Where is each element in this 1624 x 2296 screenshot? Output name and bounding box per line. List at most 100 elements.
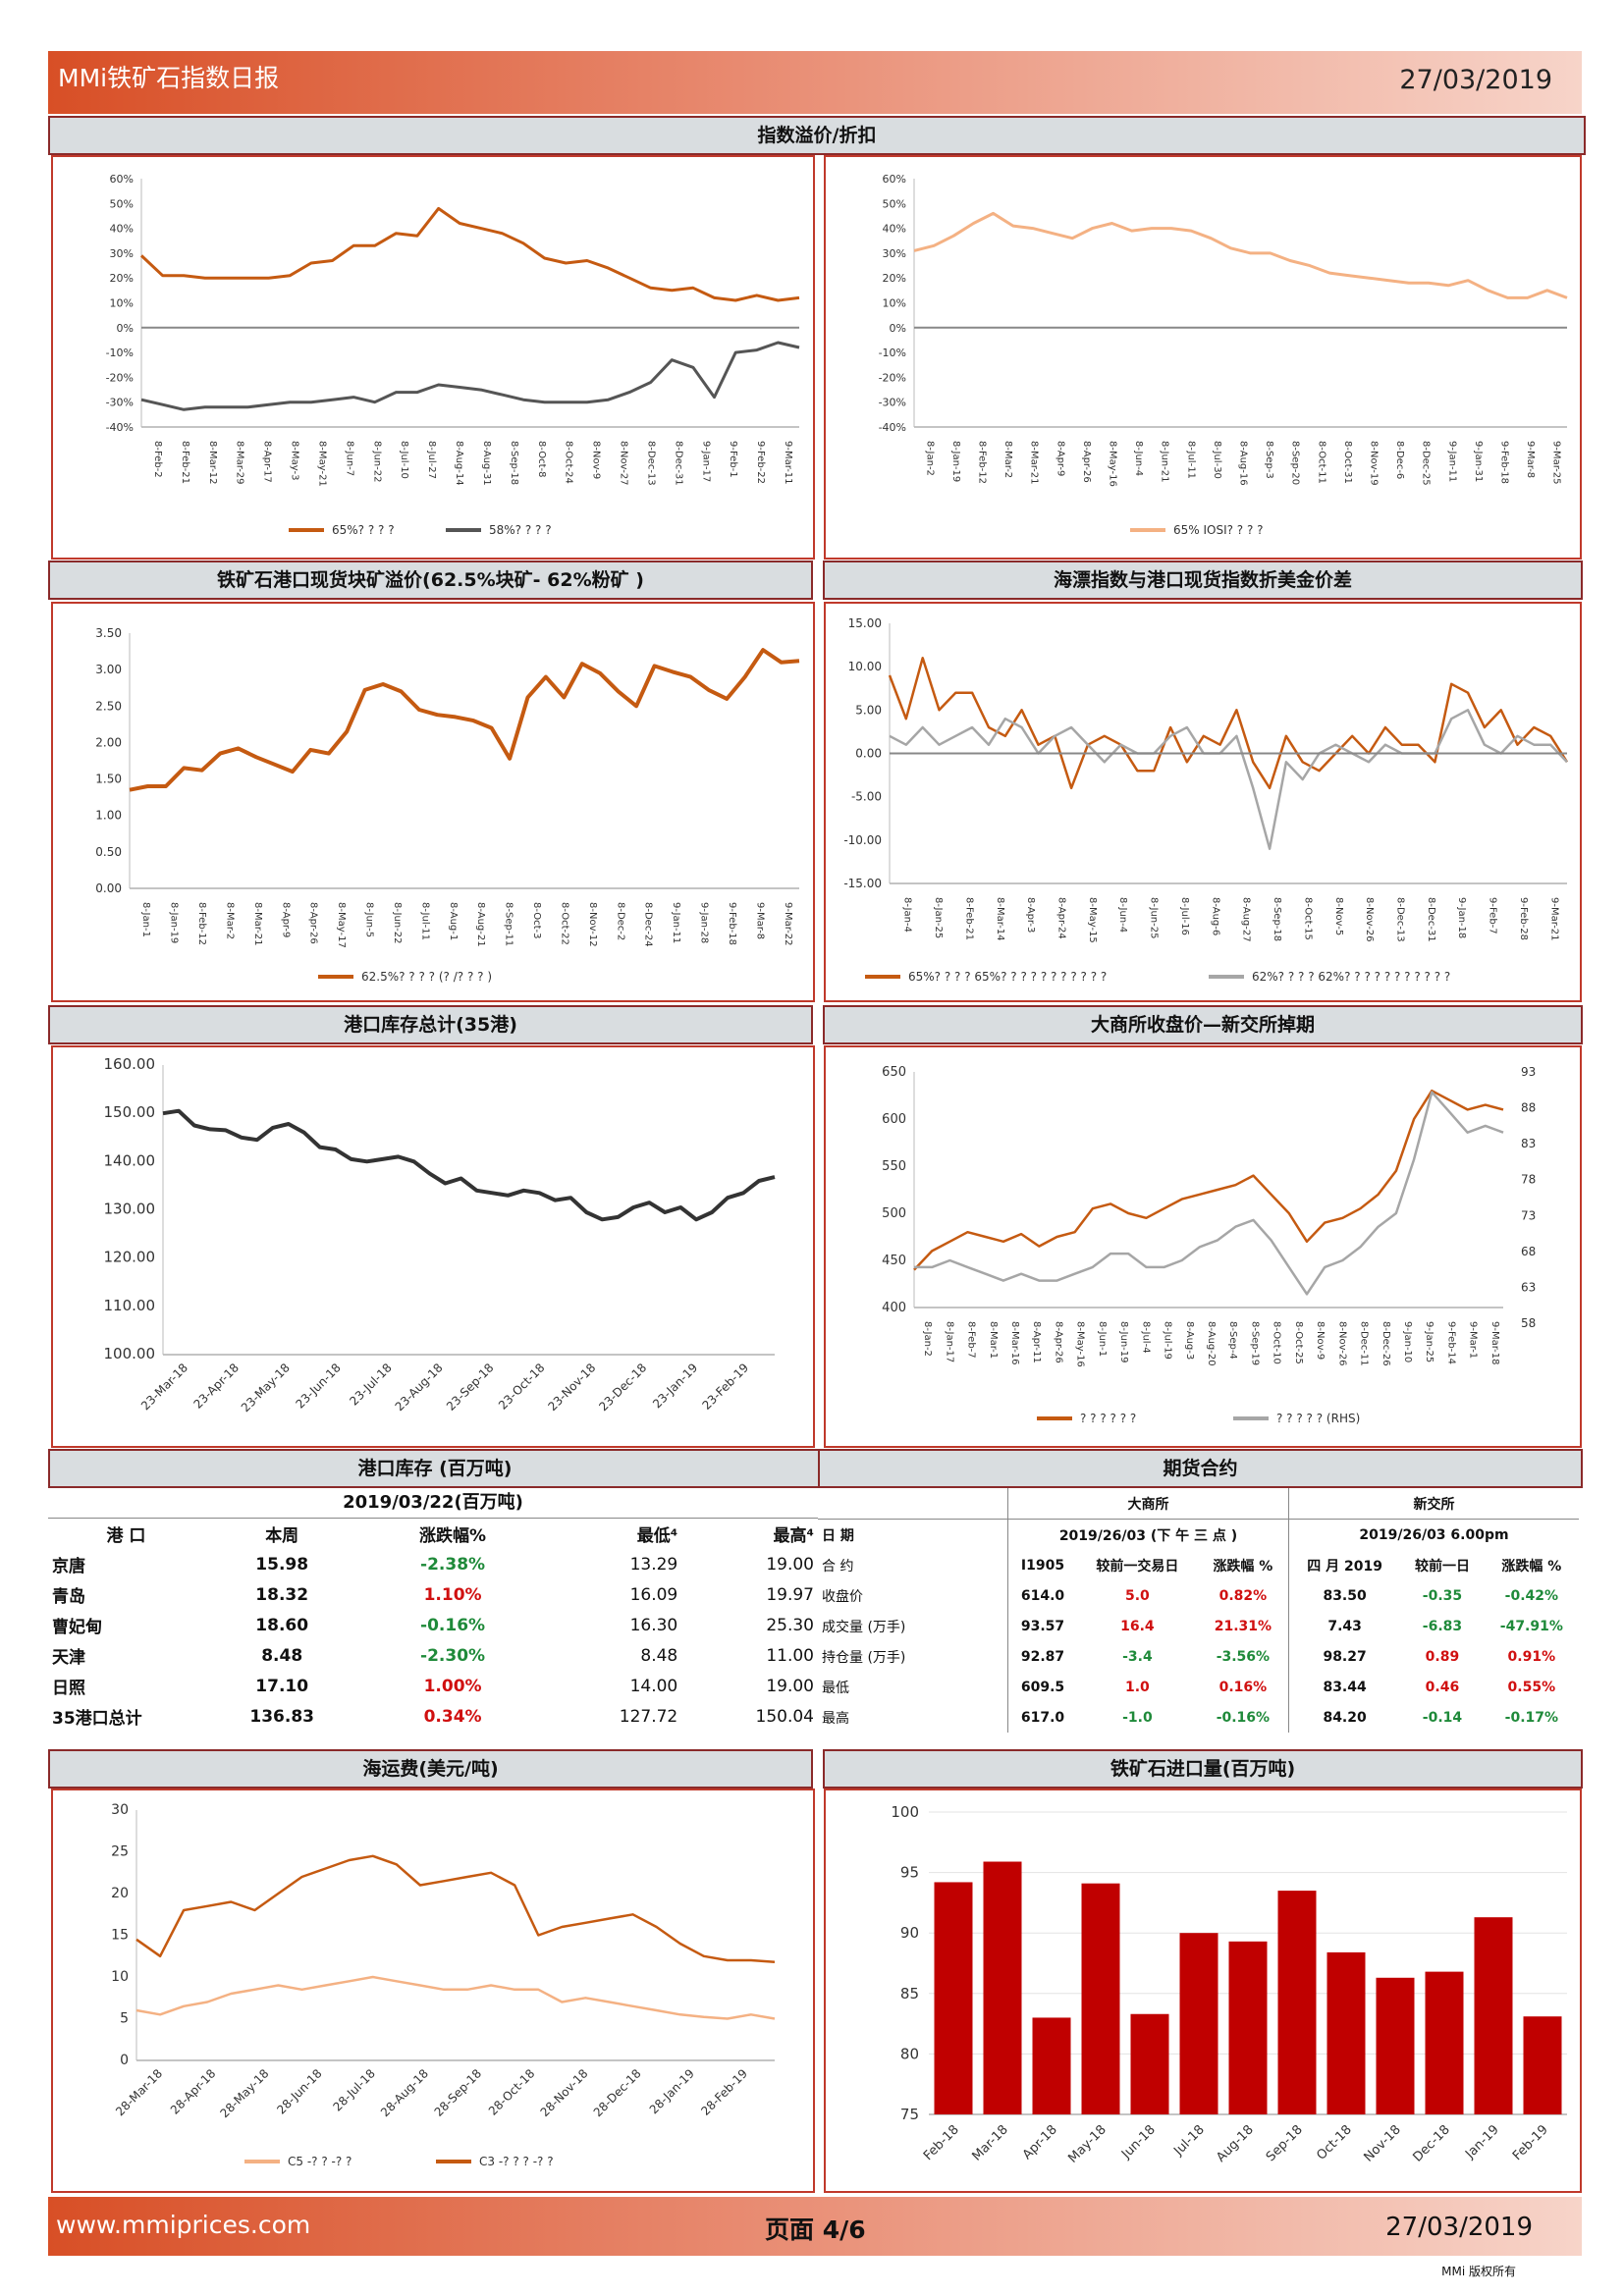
x-tick-label: 28-Apr-18: [168, 2066, 219, 2117]
inventory-cell-chg: 0.34%: [423, 1706, 482, 1727]
dce-chart-panel: 650 600 550 500 450 400 8-Jan-2 8-Jan-17 8-Feb-7…: [824, 1045, 1582, 1448]
inventory-cell-port: 天津: [52, 1648, 85, 1668]
y-tick-label: 0%: [890, 322, 906, 335]
x-tick-label: Sep-18: [1264, 2122, 1306, 2164]
x-tick-label: 8-Jan-2: [924, 441, 935, 476]
bar: [983, 1861, 1022, 2114]
y-tick-label: -10.00: [843, 833, 882, 847]
series-line: [162, 1108, 776, 1222]
inventory-header-row: 港 口 本周 涨跌幅% 最低⁴ 最高⁴: [48, 1519, 818, 1549]
x-tick-label: 8-Dec-13: [645, 441, 656, 486]
inventory-cell-high: 11.00: [766, 1645, 814, 1666]
sgx-label: 新交所: [1287, 1488, 1579, 1520]
futures-cell-s3: 涨跌幅 %: [1501, 1558, 1562, 1575]
x-tick-label: 9-Mar-11: [783, 441, 793, 485]
x-tick-label: Mar-18: [969, 2122, 1010, 2163]
x-tick-label: 9-Feb-7: [1488, 897, 1498, 934]
inventory-cell-port: 青岛: [52, 1587, 85, 1607]
dce-chart-title: 大商所收盘价—新交所掉期: [823, 1005, 1583, 1044]
x-tick-label: 8-Nov-12: [587, 902, 598, 947]
inventory-cell-high: 25.30: [766, 1615, 814, 1635]
y-tick-label: 3.50: [95, 626, 122, 640]
x-tick-label: Dec-18: [1410, 2122, 1452, 2164]
col-change: 涨跌幅%: [419, 1526, 487, 1546]
x-tick-label: 8-Mar-21: [252, 902, 263, 946]
x-tick-label: 8-Feb-12: [196, 902, 207, 945]
x-tick-label: 8-Aug-20: [1206, 1321, 1217, 1366]
y-tick-label: 30: [111, 1802, 129, 1818]
y-tick-label: 20: [111, 1886, 129, 1901]
inventory-cell-high: 150.04: [755, 1706, 814, 1727]
futures-date-row: 日 期 2019/26/03 (下 午 三 点 ) 2019/26/03 6.0…: [818, 1519, 1579, 1550]
x-tick-label: 8-Oct-24: [564, 441, 574, 484]
inventory-cell-week: 15.98: [255, 1554, 309, 1575]
x-tick-label: 8-Aug-3: [1184, 1321, 1195, 1360]
futures-row: 成交量 (万手) 93.57 16.4 21.31% 7.43 -6.83 -47.91%: [818, 1611, 1579, 1641]
x-tick-label: 8-Jan-25: [933, 897, 944, 938]
y-tick-label: 0%: [117, 322, 134, 335]
futures-cell-label: 最低: [822, 1680, 849, 1696]
col-week: 本周: [265, 1526, 299, 1546]
bar: [1474, 1917, 1513, 2114]
futures-table-area: 大商所 新交所 日 期 2019/26/03 (下 午 三 点 ) 2019/2…: [818, 1488, 1579, 1743]
inventory-cell-low: 8.48: [640, 1645, 678, 1666]
futures-cell-d2: 16.4: [1120, 1618, 1155, 1634]
futures-cell-d3: -0.16%: [1216, 1709, 1271, 1726]
futures-row: 合 约 I1905 较前一交易日 涨跌幅 % 四 月 2019 较前一日 涨跌幅 %: [818, 1550, 1579, 1580]
y-tick-label: 120.00: [104, 1249, 156, 1266]
inventory-row: 日照 17.10 1.00% 14.00 19.00: [48, 1671, 818, 1701]
x-tick-label: 9-Jan-11: [671, 902, 681, 943]
x-tick-label: 8-Jan-19: [169, 902, 180, 943]
x-tick-label: 9-Jan-10: [1402, 1321, 1413, 1362]
y-tick-label: 500: [882, 1206, 906, 1221]
x-tick-label: 9-Mar-22: [783, 902, 793, 946]
inventory-cell-low: 16.09: [629, 1584, 678, 1605]
y-tick-label: 5: [120, 2011, 129, 2027]
series-line: [139, 206, 800, 302]
x-tick-label: 8-May-15: [1087, 897, 1098, 943]
x-tick-label: 8-Jun-1: [1097, 1321, 1108, 1357]
y-tick-label: -30%: [106, 397, 134, 409]
y-tick-label: 100: [891, 1803, 919, 1821]
y-tick-label: 1.00: [95, 809, 122, 823]
bar: [1376, 1977, 1415, 2114]
x-tick-label: 23-Oct-18: [496, 1361, 548, 1413]
futures-cell-s1: 83.44: [1287, 1672, 1401, 1702]
y-tick-label: 0.50: [95, 845, 122, 859]
seaborne-panel: 15.00 10.00 5.00 0.00 -5.00 -10.00 -15.00 8-Jan…: [824, 602, 1582, 1002]
series-line: [913, 1089, 1504, 1271]
bar: [1179, 1933, 1218, 2114]
x-tick-label: 8-Jul-30: [1212, 441, 1222, 479]
footer-bar: www.mmiprices.com 页面 4/6 27/03/2019: [48, 2197, 1582, 2256]
x-tick-label: Feb-19: [1510, 2122, 1551, 2163]
inventory-cell-low: 13.29: [629, 1554, 678, 1575]
x-tick-label: 8-Jan-17: [944, 1321, 954, 1362]
futures-cell-s1: 84.20: [1287, 1702, 1401, 1733]
x-tick-label: 23-Jan-19: [650, 1361, 700, 1411]
x-tick-label: 9-Feb-18: [1499, 441, 1510, 484]
futures-cell-s1: 83.50: [1287, 1580, 1401, 1611]
x-tick-label: 8-Jul-4: [1140, 1321, 1151, 1354]
x-tick-label: 8-Apr-24: [1056, 897, 1067, 939]
y2-tick-label: 78: [1521, 1173, 1536, 1187]
series-line: [135, 1975, 776, 2020]
x-tick-label: 8-Sep-4: [1227, 1321, 1238, 1360]
x-tick-label: 8-Sep-18: [1272, 897, 1282, 941]
x-tick-label: 8-Jun-25: [1149, 897, 1160, 939]
series-line: [135, 1854, 776, 1963]
futures-cell-s3: 0.55%: [1507, 1679, 1556, 1695]
inventory-cell-port: 35港口总计: [52, 1709, 142, 1729]
x-tick-label: 8-Jul-16: [1179, 897, 1190, 935]
x-tick-label: Oct-18: [1314, 2122, 1355, 2163]
y-tick-label: 600: [882, 1112, 906, 1127]
y-tick-label: -5.00: [851, 790, 882, 804]
page-number: 页面 4/6: [765, 2216, 866, 2244]
y-tick-label: 15: [111, 1928, 129, 1944]
x-tick-label: 8-Jul-11: [1185, 441, 1196, 479]
x-tick-label: 28-Nov-18: [538, 2066, 591, 2119]
x-tick-label: 8-Feb-21: [180, 441, 190, 484]
website-link[interactable]: www.mmiprices.com: [56, 2211, 311, 2239]
legend-label: C3 -? ? ? -? ?: [479, 2155, 554, 2168]
bar: [1523, 2016, 1562, 2114]
